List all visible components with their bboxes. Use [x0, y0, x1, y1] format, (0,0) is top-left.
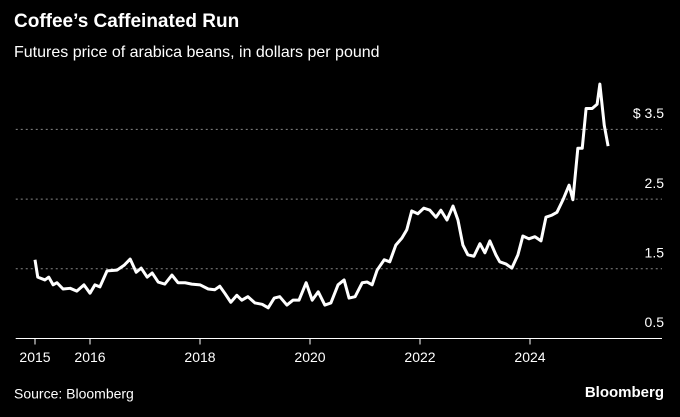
x-tick-label: 2022 [404, 349, 435, 365]
chart-subtitle: Futures price of arabica beans, in dolla… [14, 44, 380, 61]
x-tick-label: 2018 [184, 349, 215, 365]
brand: Bloomberg [585, 384, 664, 401]
y-tick-label: 0.5 [645, 314, 665, 330]
x-tick-label: 2015 [19, 349, 50, 365]
source: Source: Bloomberg [14, 386, 134, 402]
y-tick-label: 2.5 [645, 175, 665, 191]
price-line [33, 82, 610, 310]
y-tick-label: 1.5 [645, 244, 665, 260]
x-tick-label: 2020 [294, 349, 325, 365]
chart-title: Coffee’s Caffeinated Run [14, 11, 239, 32]
y-tick-label: $ 3.5 [633, 105, 664, 121]
x-tick-label: 2024 [514, 349, 545, 365]
x-tick-label: 2016 [74, 349, 105, 365]
